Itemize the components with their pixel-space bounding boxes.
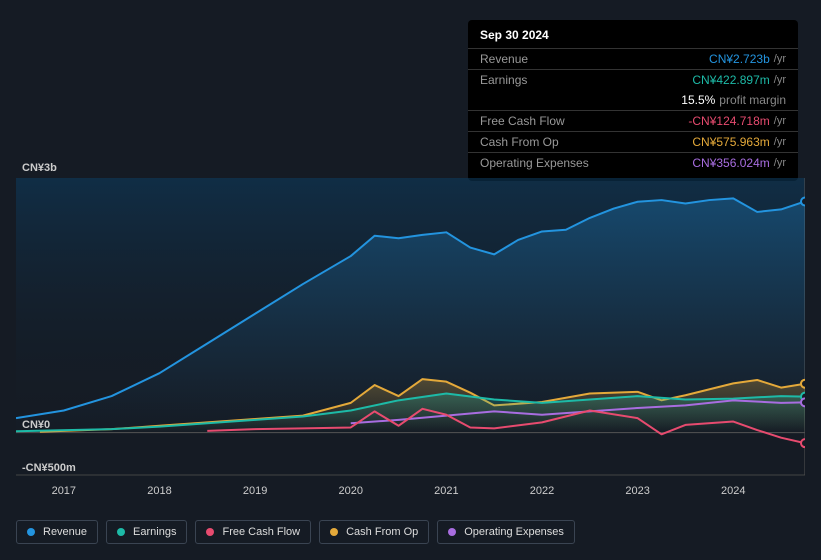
tooltip-unit: /yr bbox=[774, 53, 786, 65]
x-axis-labels: 2017 2018 2019 2020 2021 2022 2023 2024 bbox=[16, 485, 805, 501]
tooltip-unit: /yr bbox=[774, 115, 786, 127]
tooltip-row: Revenue CN¥2.723b/yr bbox=[468, 48, 798, 69]
tooltip-label: Free Cash Flow bbox=[480, 114, 565, 128]
tooltip-amount: 15.5% bbox=[681, 93, 715, 107]
tooltip-unit: /yr bbox=[774, 74, 786, 86]
legend-label: Free Cash Flow bbox=[222, 526, 300, 538]
tooltip-row: Free Cash Flow -CN¥124.718m/yr bbox=[468, 110, 798, 131]
tooltip-row: Cash From Op CN¥575.963m/yr bbox=[468, 131, 798, 152]
legend-dot-icon bbox=[330, 528, 338, 536]
tooltip-row: Earnings CN¥422.897m/yr bbox=[468, 69, 798, 90]
tooltip-label: Revenue bbox=[480, 52, 528, 66]
tooltip-date: Sep 30 2024 bbox=[468, 28, 798, 48]
tooltip-amount: -CN¥124.718m bbox=[688, 114, 769, 128]
x-axis-label: 2023 bbox=[625, 485, 649, 497]
x-axis-label: 2022 bbox=[530, 485, 554, 497]
tooltip-unit: /yr bbox=[774, 136, 786, 148]
legend-label: Earnings bbox=[133, 526, 176, 538]
legend-label: Operating Expenses bbox=[464, 526, 564, 538]
tooltip-unit: profit margin bbox=[719, 93, 786, 107]
legend-dot-icon bbox=[206, 528, 214, 536]
legend-dot-icon bbox=[27, 528, 35, 536]
tooltip-label: Cash From Op bbox=[480, 135, 559, 149]
x-axis-label: 2024 bbox=[721, 485, 745, 497]
tooltip-amount: CN¥575.963m bbox=[692, 135, 769, 149]
tooltip-row: .15.5%profit margin bbox=[468, 90, 798, 110]
tooltip-rows: Revenue CN¥2.723b/yr Earnings CN¥422.897m/y… bbox=[468, 48, 798, 173]
x-axis-label: 2017 bbox=[52, 485, 76, 497]
x-axis-label: 2018 bbox=[147, 485, 171, 497]
legend-item-free-cash-flow[interactable]: Free Cash Flow bbox=[195, 520, 311, 544]
legend-dot-icon bbox=[448, 528, 456, 536]
x-axis-label: 2021 bbox=[434, 485, 458, 497]
tooltip-amount: CN¥2.723b bbox=[709, 52, 770, 66]
legend-item-earnings[interactable]: Earnings bbox=[106, 520, 187, 544]
y-axis-label: -CN¥500m bbox=[22, 462, 76, 474]
legend-item-operating-expenses[interactable]: Operating Expenses bbox=[437, 520, 575, 544]
legend-item-cash-from-op[interactable]: Cash From Op bbox=[319, 520, 429, 544]
legend-label: Cash From Op bbox=[346, 526, 418, 538]
y-axis-label: CN¥0 bbox=[22, 419, 50, 431]
legend-label: Revenue bbox=[43, 526, 87, 538]
tooltip-amount: CN¥422.897m bbox=[692, 73, 769, 87]
x-axis-label: 2019 bbox=[243, 485, 267, 497]
chart-area[interactable]: CN¥3b CN¥0 -CN¥500m bbox=[16, 160, 805, 480]
tooltip-label: Earnings bbox=[480, 73, 527, 87]
chart-svg bbox=[16, 160, 805, 480]
legend-item-revenue[interactable]: Revenue bbox=[16, 520, 98, 544]
x-axis-label: 2020 bbox=[338, 485, 362, 497]
hover-tooltip: Sep 30 2024 Revenue CN¥2.723b/yr Earnings C… bbox=[468, 20, 798, 181]
y-axis-label: CN¥3b bbox=[22, 162, 57, 174]
legend-dot-icon bbox=[117, 528, 125, 536]
legend: Revenue Earnings Free Cash Flow Cash From O… bbox=[16, 520, 575, 544]
